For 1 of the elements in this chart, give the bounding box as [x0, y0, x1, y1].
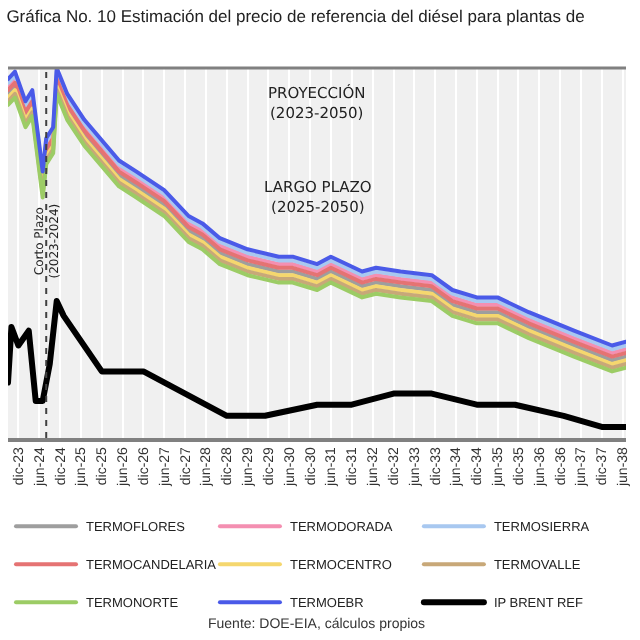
chart-title: Gráfica No. 10 Estimación del precio de referencia del diésel para plantas de: [6, 5, 586, 26]
